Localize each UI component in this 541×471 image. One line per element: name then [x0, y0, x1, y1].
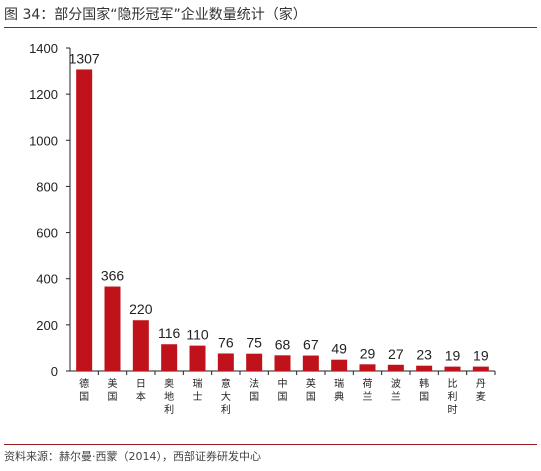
bar-13 [444, 366, 461, 371]
data-label-8: 67 [303, 337, 319, 353]
category-label-3: 奥地利 [164, 377, 174, 416]
bar-11 [387, 364, 404, 371]
category-label-14: 丹麦 [476, 378, 486, 403]
data-label-5: 76 [218, 334, 234, 350]
category-label-5: 意大利 [221, 377, 231, 416]
bar-3 [161, 344, 178, 371]
y-tick-label: 0 [51, 364, 58, 379]
category-label-12: 韩国 [419, 377, 429, 403]
bar-9 [331, 359, 348, 371]
bar-12 [416, 365, 433, 371]
category-label-13: 比利时 [448, 378, 458, 416]
category-label-8: 英国 [306, 377, 316, 403]
y-tick-label: 1000 [29, 133, 58, 148]
bar-4 [189, 345, 206, 371]
y-tick-label: 200 [36, 318, 58, 333]
category-label-9: 瑞典 [334, 378, 344, 403]
category-label-7: 中国 [278, 377, 288, 403]
category-label-2: 日本 [136, 379, 146, 403]
bar-10 [359, 364, 376, 371]
data-label-14: 19 [473, 348, 489, 364]
data-label-11: 27 [388, 346, 404, 362]
data-label-12: 23 [416, 347, 432, 363]
bar-0 [76, 69, 93, 372]
category-label-11: 波兰 [391, 377, 401, 403]
y-tick-label: 400 [36, 272, 58, 287]
data-label-2: 220 [129, 301, 153, 317]
bar-7 [274, 355, 291, 371]
bar-2 [132, 320, 149, 371]
y-tick-label: 800 [36, 179, 58, 194]
y-tick-label: 1400 [29, 41, 58, 56]
chart-title: 图 34：部分国家“隐形冠军”企业数量统计（家） [4, 4, 537, 28]
bar-8 [302, 355, 319, 371]
category-label-4: 瑞士 [193, 378, 203, 403]
y-tick-label: 1200 [29, 87, 58, 102]
data-label-1: 366 [101, 268, 125, 284]
bar-1 [104, 286, 121, 371]
data-label-9: 49 [331, 341, 347, 357]
data-label-7: 68 [275, 336, 291, 352]
data-label-10: 29 [360, 345, 376, 361]
data-label-3: 116 [158, 325, 181, 341]
bar-6 [246, 353, 263, 371]
bar-chart: 0 200 400 600 800 1000 1200 1400 1307 德国 366 美国 220 日… [29, 41, 496, 416]
data-label-0: 1307 [69, 50, 100, 66]
data-label-4: 110 [186, 327, 209, 343]
source-note: 资料来源：赫尔曼·西蒙（2014），西部证券研发中心 [4, 444, 537, 468]
data-label-13: 19 [445, 348, 461, 364]
category-label-0: 德国 [79, 377, 89, 403]
data-label-6: 75 [246, 335, 262, 351]
y-tick-label: 600 [36, 226, 58, 241]
category-label-1: 美国 [108, 377, 118, 403]
bar-5 [217, 353, 234, 371]
category-label-10: 荷兰 [363, 378, 373, 403]
category-label-6: 法国 [249, 377, 259, 403]
bar-14 [472, 366, 489, 371]
